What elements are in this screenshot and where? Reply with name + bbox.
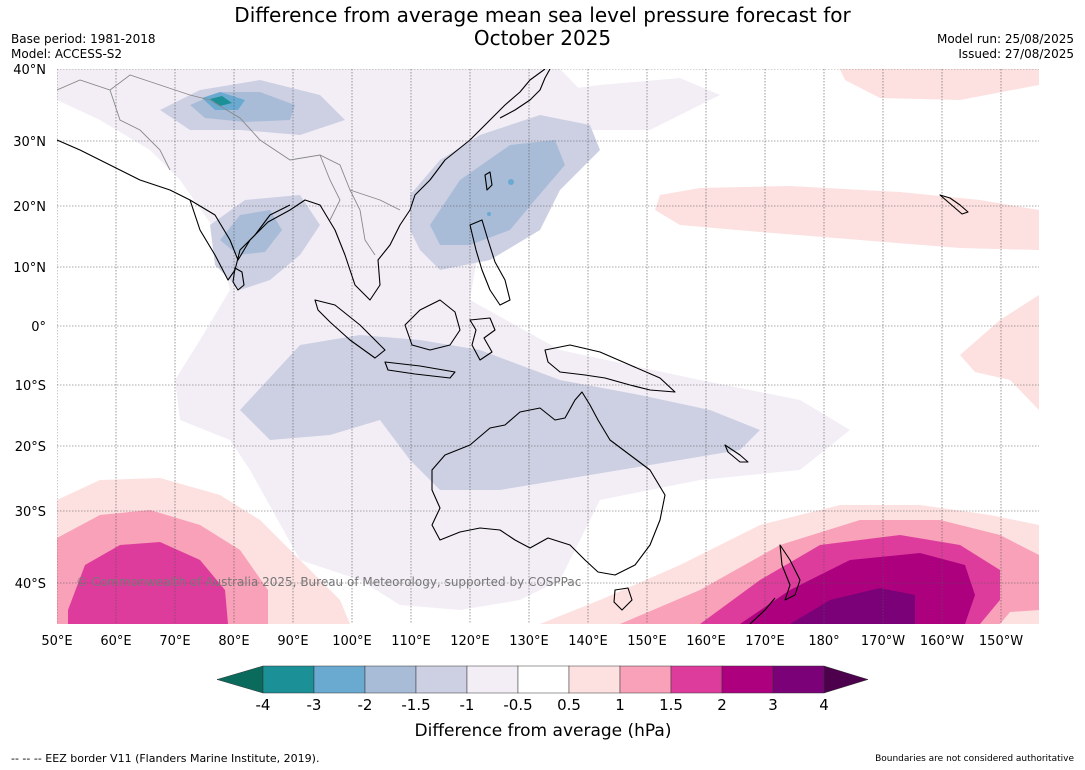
meta-left: Base period: 1981-2018 Model: ACCESS-S2 <box>11 32 156 62</box>
boundary-disclaimer: Boundaries are not considered authoritat… <box>875 754 1074 764</box>
anomaly-spot-minus-2 <box>508 179 514 185</box>
lon-label: 150°E <box>627 634 667 649</box>
lat-label: 10°S <box>15 379 46 394</box>
anomaly-spot-minus-2b <box>487 212 491 216</box>
colorbar-tick-label: -2 <box>358 696 373 714</box>
coastline-hawaii <box>939 194 969 215</box>
colorbar-segment <box>721 665 774 694</box>
colorbar-tick-label: -1 <box>460 696 475 714</box>
lon-label: 110°E <box>391 634 431 649</box>
model-run: Model run: 25/08/2025 <box>936 32 1074 46</box>
colorbar-tick-label: 1.5 <box>659 696 683 714</box>
colorbar-tick-label: 3 <box>768 696 778 714</box>
colorbar-tick-label: -3 <box>307 696 322 714</box>
anomaly-region-plus-0-5-east <box>960 295 1039 410</box>
anomaly-region-plus-2-se <box>740 553 975 624</box>
colorbar-tick-label: 4 <box>819 696 829 714</box>
coastline-philippines <box>469 219 511 306</box>
coastline-sumatra <box>314 299 386 359</box>
latitude-labels: 40°N 30°N 20°N 10°N 0° 10°S 20°S 30°S 40°S <box>13 63 46 592</box>
lat-label: 40°N <box>13 63 46 78</box>
lon-label: 120°E <box>450 634 490 649</box>
lon-label: 140°E <box>568 634 608 649</box>
anomaly-region-minus-3 <box>210 96 232 106</box>
colorbar-segment <box>568 665 621 694</box>
coastline-new-zealand <box>749 544 801 624</box>
colorbar-tick-label: -1.5 <box>401 696 430 714</box>
colorbar-segment <box>415 665 468 694</box>
eez-note: -- -- -- EEZ border V11 (Flanders Marine… <box>11 752 320 765</box>
lon-label: 170°E <box>745 634 785 649</box>
lat-label: 20°N <box>13 200 46 215</box>
lon-label: 150°W <box>979 634 1023 649</box>
colorbar-tick-label: -0.5 <box>503 696 532 714</box>
colorbar-tick-label: -4 <box>256 696 271 714</box>
title-line-2: October 2025 <box>473 26 612 50</box>
anomaly-region-plus-0-5-north <box>655 186 1039 250</box>
anomaly-region-minus-0-5b <box>520 78 720 130</box>
title-line-1: Difference from average mean sea level p… <box>234 3 851 27</box>
coastline-tasmania <box>613 587 633 611</box>
colorbar-segment <box>364 665 417 694</box>
anomaly-region-plus-0-5-ne <box>840 69 1039 100</box>
colorbar-tick-label: 2 <box>717 696 727 714</box>
lon-label: 170°W <box>861 634 905 649</box>
colorbar-segment <box>772 665 825 694</box>
coastline-new-guinea <box>544 344 676 393</box>
colorbar-tick-label: 1 <box>615 696 625 714</box>
meta-right: Model run: 25/08/2025 Issued: 27/08/2025 <box>937 32 1074 62</box>
lon-label: 160°E <box>686 634 726 649</box>
colorbar-over-arrow <box>823 665 869 694</box>
lon-label: 70°E <box>159 634 190 649</box>
coastline-japan <box>499 69 551 119</box>
colorbar-label: Difference from average (hPa) <box>415 721 672 741</box>
colorbar-under-arrow <box>216 665 264 694</box>
coastline-java <box>384 361 456 379</box>
colorbar-segment <box>619 665 672 694</box>
lon-label: 180° <box>808 634 839 649</box>
lat-label: 30°N <box>13 135 46 150</box>
colorbar-segment <box>517 665 570 694</box>
coastlines <box>57 69 969 624</box>
lon-label: 60°E <box>100 634 131 649</box>
model-name: Model: ACCESS-S2 <box>11 47 123 61</box>
map-area: © Commonwealth of Australia 2025, Bureau… <box>57 69 1039 624</box>
copyright-text: © Commonwealth of Australia 2025, Bureau… <box>76 575 581 589</box>
graticule <box>57 69 1039 624</box>
issued-date: Issued: 27/08/2025 <box>958 47 1074 61</box>
anomaly-region-minus-1-5 <box>430 140 565 245</box>
anomaly-region-minus-1 <box>240 335 760 490</box>
colorbar-segment <box>313 665 366 694</box>
coastline-asia <box>57 69 546 301</box>
lon-label: 50°E <box>41 634 72 649</box>
country-borders <box>57 74 401 256</box>
lon-label: 90°E <box>277 634 308 649</box>
colorbar-segment <box>262 665 315 694</box>
lon-label: 160°W <box>920 634 964 649</box>
anomaly-region-plus-3-se <box>790 588 915 624</box>
base-period: Base period: 1981-2018 <box>11 32 156 46</box>
anomaly-region-minus-1-5b <box>220 210 282 255</box>
colorbar-segment <box>670 665 723 694</box>
lon-label: 100°E <box>332 634 372 649</box>
colorbar: -4 -3 -2 -1.5 -1 -0.5 0.5 1 1.5 2 3 4 <box>216 665 869 714</box>
lat-label: 10°N <box>13 261 46 276</box>
coastline-new-caledonia <box>724 444 749 463</box>
lat-label: 20°S <box>15 440 46 455</box>
lon-label: 130°E <box>509 634 549 649</box>
coastline-borneo <box>404 299 461 351</box>
coastline-sri-lanka <box>232 267 245 291</box>
colorbar-tick-label: 0.5 <box>557 696 581 714</box>
longitude-labels: 50°E 60°E 70°E 80°E 90°E 100°E 110°E 120°E 130°E… <box>41 634 1023 649</box>
colorbar-segment <box>466 665 519 694</box>
coastline-sulawesi <box>469 317 496 361</box>
lat-label: 0° <box>31 320 46 335</box>
lat-label: 30°S <box>15 505 46 520</box>
lat-label: 40°S <box>15 577 46 592</box>
coastline-taiwan <box>484 171 493 191</box>
chart-title: Difference from average mean sea level p… <box>0 4 1085 50</box>
coastline-australia <box>431 391 666 576</box>
lon-label: 80°E <box>218 634 249 649</box>
